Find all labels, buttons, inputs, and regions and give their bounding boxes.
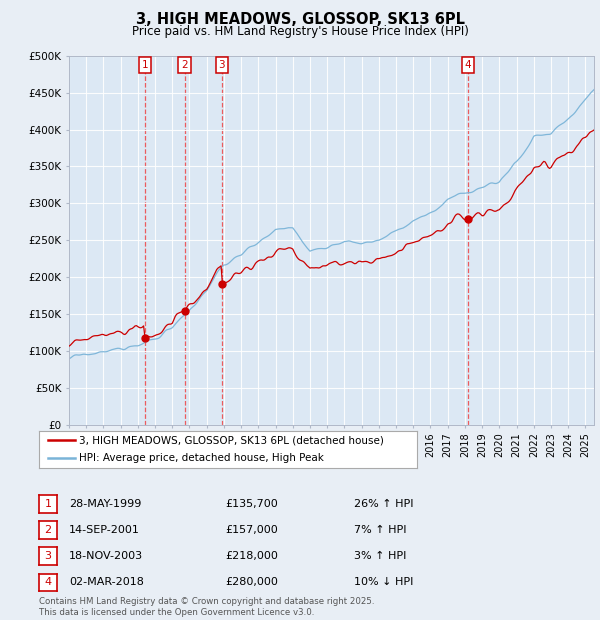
Text: £280,000: £280,000	[225, 577, 278, 587]
Text: 7% ↑ HPI: 7% ↑ HPI	[354, 525, 407, 534]
Text: 26% ↑ HPI: 26% ↑ HPI	[354, 498, 413, 508]
Text: 3: 3	[44, 551, 52, 561]
Text: 3, HIGH MEADOWS, GLOSSOP, SK13 6PL (detached house): 3, HIGH MEADOWS, GLOSSOP, SK13 6PL (deta…	[79, 435, 383, 445]
Text: Contains HM Land Registry data © Crown copyright and database right 2025.
This d: Contains HM Land Registry data © Crown c…	[39, 598, 374, 617]
Text: 3, HIGH MEADOWS, GLOSSOP, SK13 6PL: 3, HIGH MEADOWS, GLOSSOP, SK13 6PL	[136, 12, 464, 27]
Text: 2: 2	[181, 60, 188, 70]
Text: 3% ↑ HPI: 3% ↑ HPI	[354, 551, 406, 560]
Text: £135,700: £135,700	[225, 498, 278, 508]
Text: Price paid vs. HM Land Registry's House Price Index (HPI): Price paid vs. HM Land Registry's House …	[131, 25, 469, 38]
Text: 1: 1	[44, 499, 52, 509]
Text: 10% ↓ HPI: 10% ↓ HPI	[354, 577, 413, 587]
Text: 2: 2	[44, 525, 52, 535]
Text: 3: 3	[218, 60, 225, 70]
Text: £157,000: £157,000	[225, 525, 278, 534]
Text: 4: 4	[44, 577, 52, 587]
Text: 28-MAY-1999: 28-MAY-1999	[69, 498, 142, 508]
Text: 14-SEP-2001: 14-SEP-2001	[69, 525, 140, 534]
Text: 02-MAR-2018: 02-MAR-2018	[69, 577, 144, 587]
Text: HPI: Average price, detached house, High Peak: HPI: Average price, detached house, High…	[79, 453, 323, 463]
Text: £218,000: £218,000	[225, 551, 278, 560]
Text: 4: 4	[464, 60, 471, 70]
Text: 1: 1	[142, 60, 148, 70]
Text: 18-NOV-2003: 18-NOV-2003	[69, 551, 143, 560]
